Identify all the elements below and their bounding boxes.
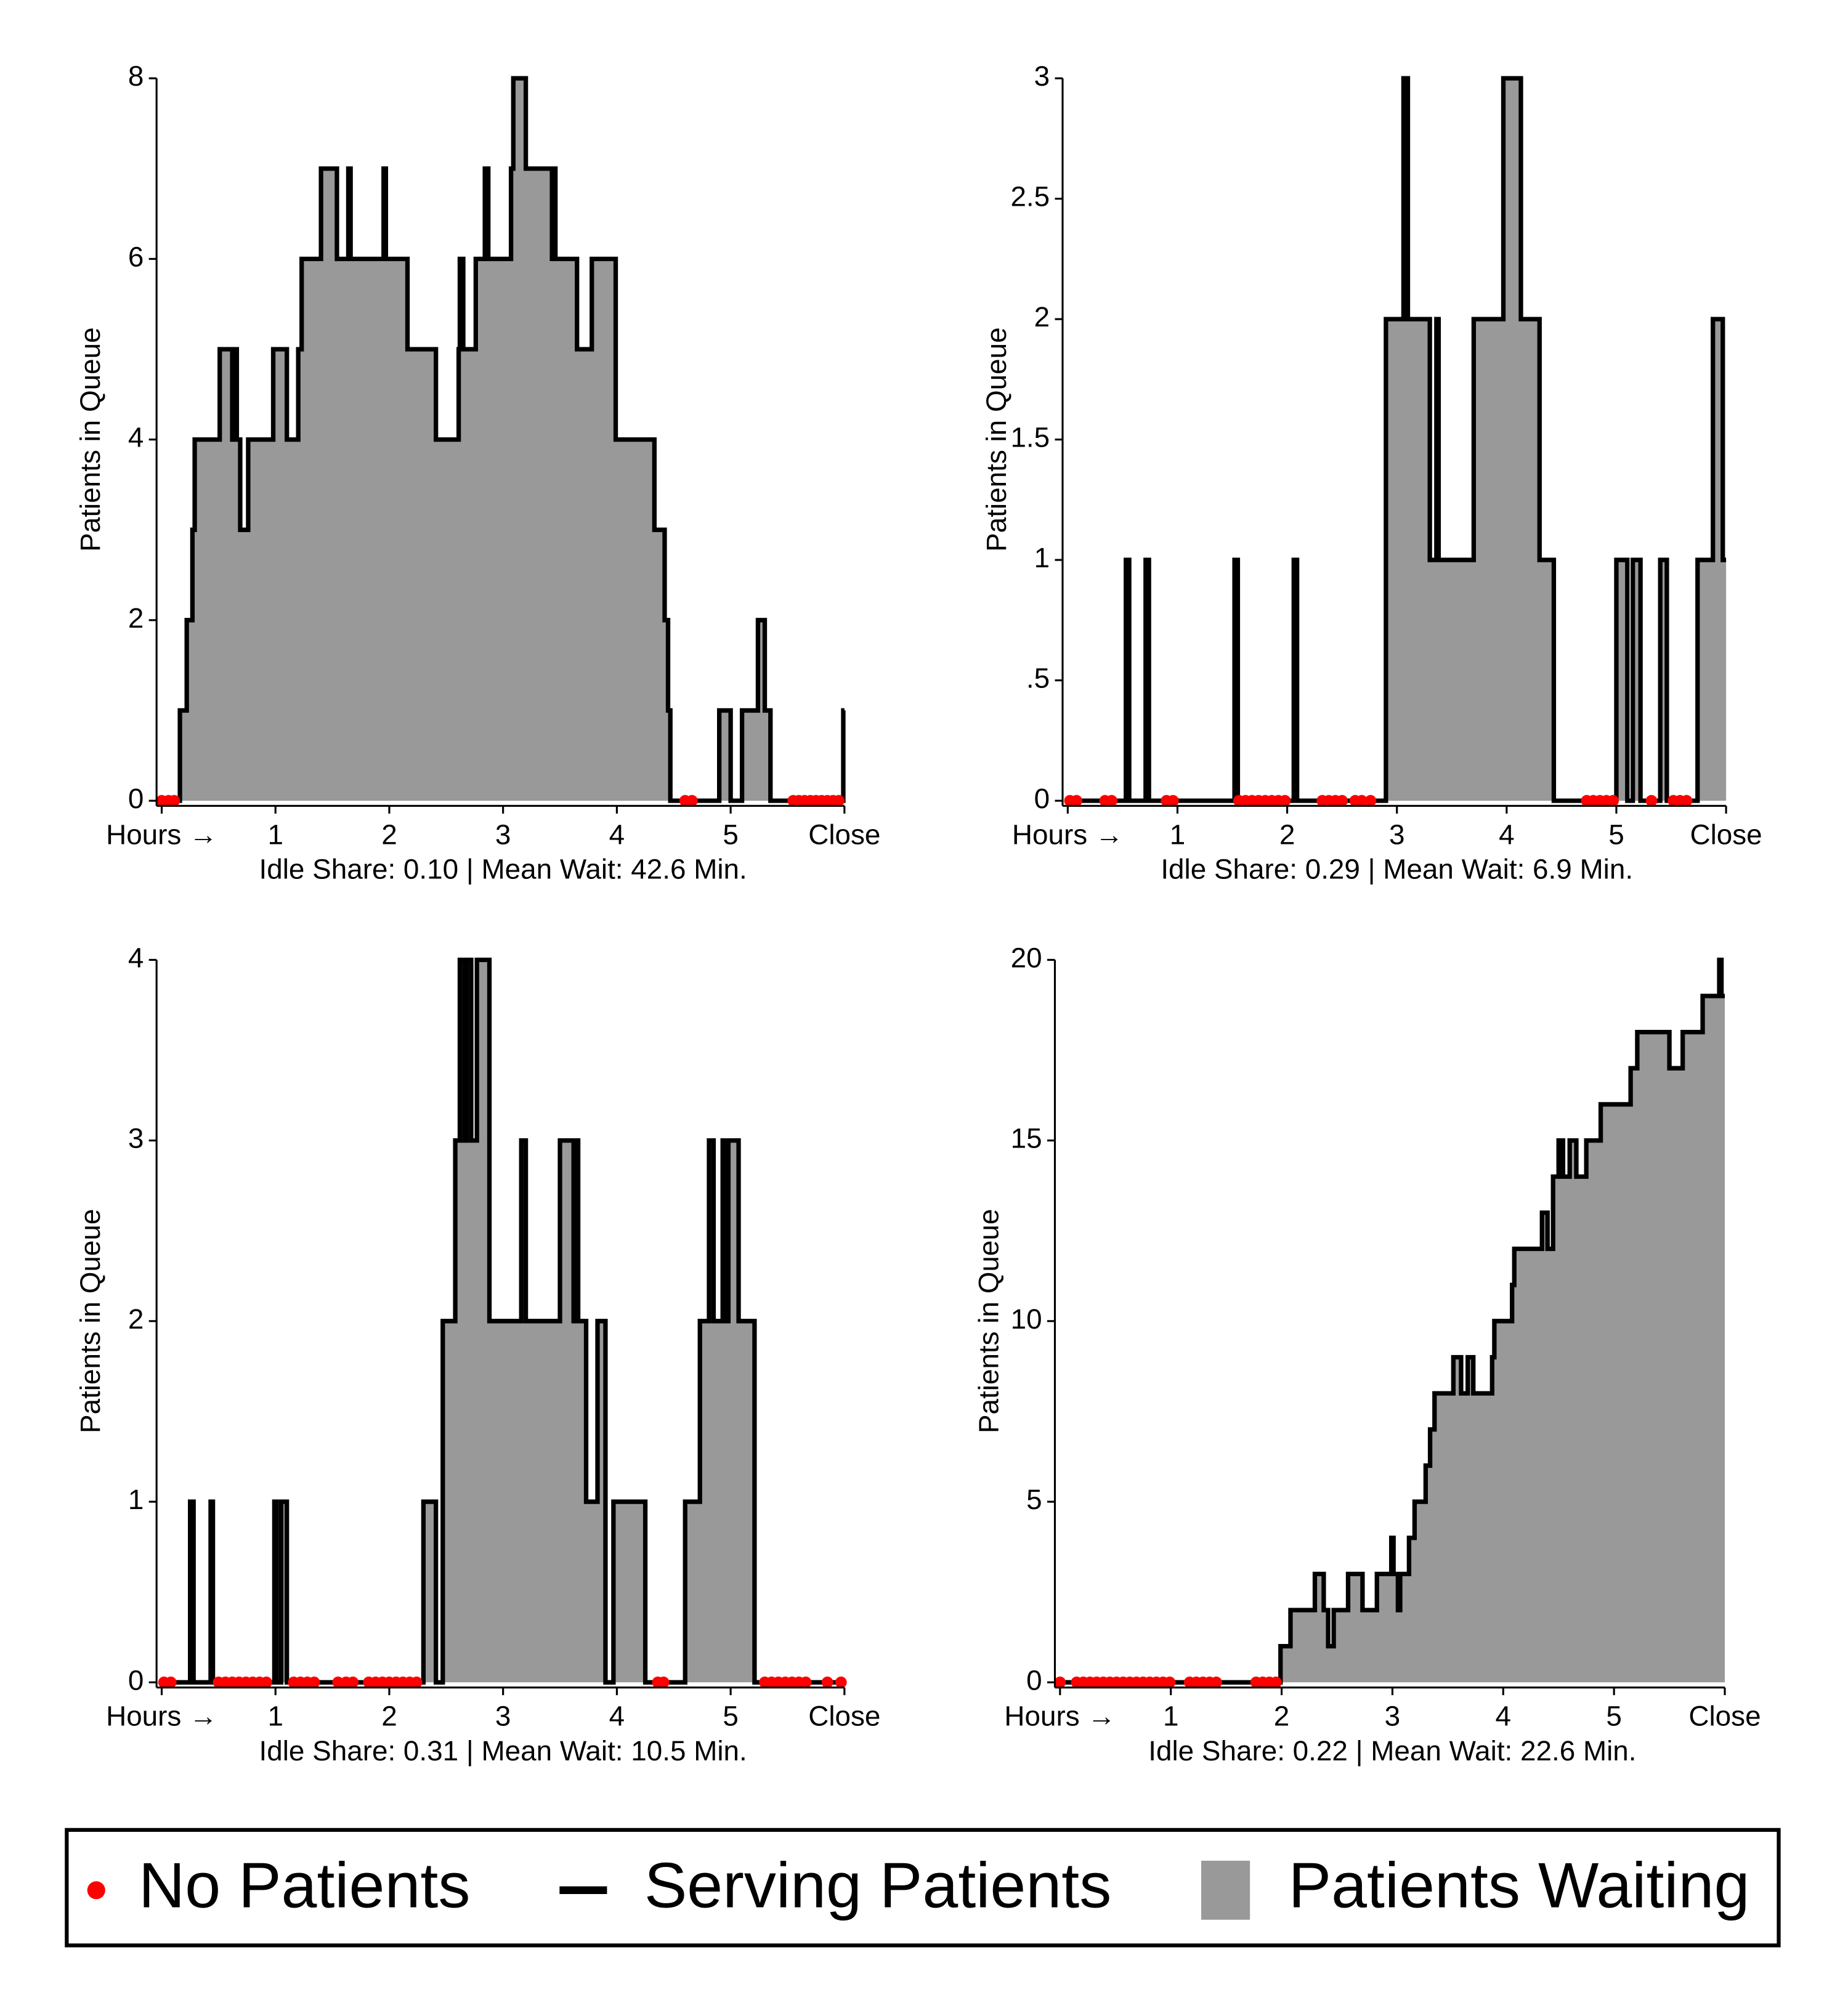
x-tick-label: Hours →	[106, 1701, 217, 1732]
x-tick-label: 4	[609, 1701, 625, 1732]
x-tick-label: 5	[723, 819, 739, 850]
y-tick-label: 20	[1011, 942, 1042, 973]
y-tick-label: 0	[1034, 783, 1050, 814]
y-tick-label: 3	[1034, 60, 1050, 92]
y-tick-label: 1	[1034, 542, 1050, 573]
idle-dot	[1210, 1676, 1222, 1688]
serving-line	[161, 76, 846, 803]
idle-dot	[1164, 1676, 1176, 1688]
legend-label: No Patients	[139, 1850, 470, 1921]
idle-dot	[1279, 795, 1291, 807]
x-tick-label: Close	[808, 819, 880, 850]
idle-dot	[164, 1676, 177, 1688]
y-tick-label: 1	[128, 1484, 144, 1515]
idle-dot	[347, 1676, 359, 1688]
y-tick-label: 0	[128, 1664, 144, 1696]
x-axis-label: Idle Share: 0.10 | Mean Wait: 42.6 Min.	[259, 854, 747, 885]
idle-dot	[833, 795, 845, 807]
y-tick-label: 2	[128, 1303, 144, 1335]
idle-dot	[835, 1676, 847, 1688]
idle-dot	[1071, 795, 1082, 807]
serving-line	[1060, 957, 1725, 1685]
y-tick-label: 4	[128, 422, 144, 453]
y-axis-label: Patients in Queue	[75, 1209, 106, 1433]
serving-line	[161, 957, 845, 1685]
y-tick-label: 0	[1026, 1664, 1042, 1696]
x-tick-label: 5	[1606, 1701, 1621, 1732]
x-tick-label: Hours →	[106, 819, 217, 850]
idle-dot	[168, 795, 180, 807]
x-tick-label: 1	[267, 819, 283, 850]
y-axis-label: Patients in Queue	[981, 327, 1012, 551]
idle-dot	[261, 1676, 272, 1688]
idle-dot	[657, 1676, 670, 1688]
legend-label: Serving Patients	[644, 1850, 1111, 1921]
x-tick-label: 2	[1274, 1701, 1290, 1732]
x-tick-label: 1	[1170, 819, 1186, 850]
legend-label: Patients Waiting	[1289, 1850, 1750, 1921]
x-tick-label: Close	[1690, 819, 1762, 850]
x-tick-label: 2	[1279, 819, 1295, 850]
x-tick-label: 5	[723, 1701, 739, 1732]
y-axis-label: Patients in Queue	[973, 1209, 1004, 1433]
x-tick-label: 4	[1499, 819, 1515, 850]
waiting-area	[1068, 78, 1727, 801]
x-tick-label: 2	[381, 1701, 397, 1732]
y-tick-label: 15	[1011, 1123, 1042, 1154]
idle-dot	[1680, 795, 1693, 807]
y-axis-label: Patients in Queue	[75, 327, 106, 551]
x-tick-label: 1	[267, 1701, 283, 1732]
x-tick-label: Hours →	[1004, 1701, 1116, 1732]
y-tick-label: 2.5	[1010, 181, 1050, 213]
idle-dot	[1270, 1676, 1282, 1688]
x-axis-label: Idle Share: 0.31 | Mean Wait: 10.5 Min.	[259, 1735, 747, 1767]
y-tick-label: 5	[1026, 1484, 1042, 1515]
x-axis-label: Idle Share: 0.29 | Mean Wait: 6.9 Min.	[1161, 854, 1633, 885]
waiting-area	[161, 78, 845, 801]
idle-dot	[800, 1676, 812, 1688]
legend-box	[65, 1828, 1781, 1948]
idle-dot	[332, 1676, 344, 1688]
serving-line	[1068, 76, 1727, 803]
x-tick-label: 3	[1385, 1701, 1401, 1732]
y-tick-label: 3	[128, 1123, 144, 1154]
x-tick-label: 5	[1608, 819, 1624, 850]
idle-dot	[1356, 795, 1368, 807]
y-tick-label: 10	[1011, 1303, 1042, 1335]
idle-dot	[1054, 1676, 1066, 1688]
idle-dot	[1645, 795, 1658, 807]
idle-dot	[686, 795, 698, 807]
idle-dot	[1607, 795, 1619, 807]
idle-dot	[1336, 795, 1348, 807]
x-tick-label: 3	[1389, 819, 1405, 850]
y-tick-label: 2	[128, 602, 144, 634]
x-tick-label: Hours →	[1012, 819, 1124, 850]
x-axis-label: Idle Share: 0.22 | Mean Wait: 22.6 Min.	[1148, 1735, 1636, 1767]
y-tick-label: 4	[128, 942, 144, 973]
x-tick-label: 1	[1163, 1701, 1178, 1732]
idle-dot	[308, 1676, 320, 1688]
x-tick-label: Close	[808, 1701, 880, 1732]
x-tick-label: 3	[495, 1701, 511, 1732]
idle-dot	[410, 1676, 423, 1688]
idle-dot	[1364, 795, 1377, 807]
x-tick-label: 4	[609, 819, 625, 850]
y-tick-label: 0	[128, 783, 144, 814]
x-tick-label: 4	[1496, 1701, 1512, 1732]
idle-dot	[1167, 795, 1179, 807]
idle-dot	[1106, 795, 1117, 807]
y-tick-label: 1.5	[1010, 422, 1050, 453]
legend-swatch	[87, 1881, 105, 1900]
y-tick-label: 2	[1034, 301, 1050, 333]
x-tick-label: 3	[495, 819, 511, 850]
idle-dot	[821, 1676, 833, 1688]
y-tick-label: .5	[1026, 663, 1050, 694]
y-tick-label: 8	[128, 60, 144, 92]
x-tick-label: Close	[1688, 1701, 1761, 1732]
x-tick-label: 2	[381, 819, 397, 850]
y-tick-label: 6	[128, 241, 144, 272]
legend-swatch	[1201, 1860, 1250, 1920]
